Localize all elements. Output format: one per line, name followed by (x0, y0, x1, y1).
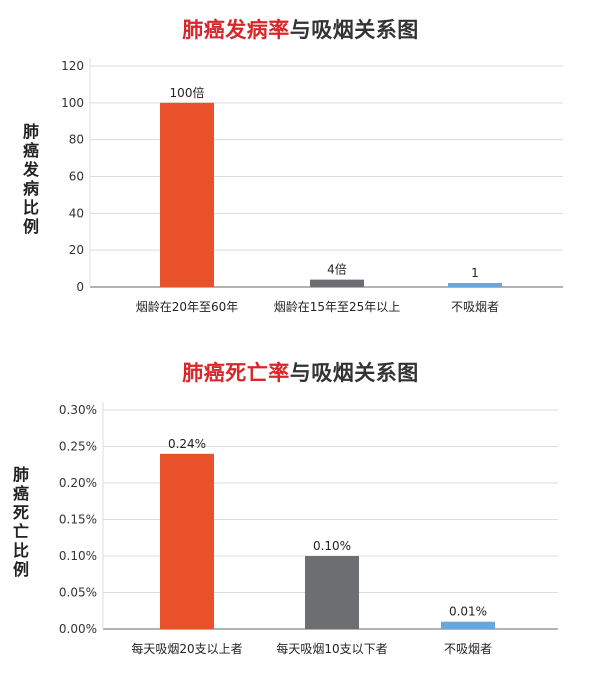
chart2-x-tick-label: 不吸烟者 (444, 642, 492, 656)
chart1-data-label: 1 (471, 266, 479, 280)
chart1-y-tick-label: 80 (69, 133, 84, 147)
chart2-y-tick-label: 0.20% (59, 476, 97, 490)
chart1-y-tick-label: 40 (69, 206, 84, 220)
chart1-x-tick-label: 不吸烟者 (451, 300, 499, 314)
chart1-bar (448, 283, 502, 287)
chart2-x-tick-label: 每天吸烟20支以上者 (131, 641, 242, 656)
chart2-bar (160, 453, 214, 629)
chart2-y-tick-label: 0.15% (59, 513, 97, 527)
chart1-y-tick-label: 100 (61, 96, 84, 110)
chart1-title-rest: 与吸烟关系图 (289, 18, 419, 42)
chart2-data-label: 0.10% (313, 539, 351, 553)
chart1-bar (160, 102, 214, 287)
chart2-y-tick-label: 0.10% (59, 549, 97, 563)
chart1-title: 肺癌发病率与吸烟关系图 (0, 14, 601, 44)
chart1-x-tick-label: 烟龄在15年至25年以上 (274, 300, 401, 314)
chart1-title-highlight: 肺癌发病率 (182, 18, 290, 42)
chart2-bar (441, 621, 495, 629)
chart1-y-tick-label: 60 (69, 170, 84, 184)
chart2-x-tick-label: 每天吸烟10支以下者 (276, 641, 387, 656)
chart1-y-tick-label: 20 (69, 243, 84, 257)
chart2-y-tick-label: 0.00% (59, 622, 97, 636)
chart2-data-label: 0.01% (449, 605, 487, 619)
chart2-title: 肺癌死亡率与吸烟关系图 (0, 357, 601, 387)
chart2-y-tick-label: 0.30% (59, 403, 97, 417)
chart2-plot: 0.00% 0.05% 0.10% 0.15% 0.20% 0.25% 0.30% 0.24%… (59, 402, 558, 656)
chart2-title-rest: 与吸烟关系图 (289, 361, 419, 385)
chart1-bar (310, 279, 364, 287)
chart2-y-tick-label: 0.25% (59, 440, 97, 454)
chart2-y-axis-label: 肺癌死亡比例 (12, 465, 29, 579)
chart1-y-axis-label: 肺癌发病比例 (22, 122, 39, 236)
chart2-title-highlight: 肺癌死亡率 (182, 361, 290, 385)
chart1-data-label: 100倍 (170, 85, 205, 100)
chart1-x-tick-label: 烟龄在20年至60年 (136, 300, 239, 314)
chart2-y-tick-label: 0.05% (59, 586, 97, 600)
chart2-bar (305, 556, 359, 629)
chart1-y-tick-label: 0 (76, 280, 84, 294)
chart1-data-label: 4倍 (327, 262, 347, 277)
chart1-y-tick-label: 120 (61, 59, 84, 73)
chart2-data-label: 0.24% (168, 437, 206, 451)
